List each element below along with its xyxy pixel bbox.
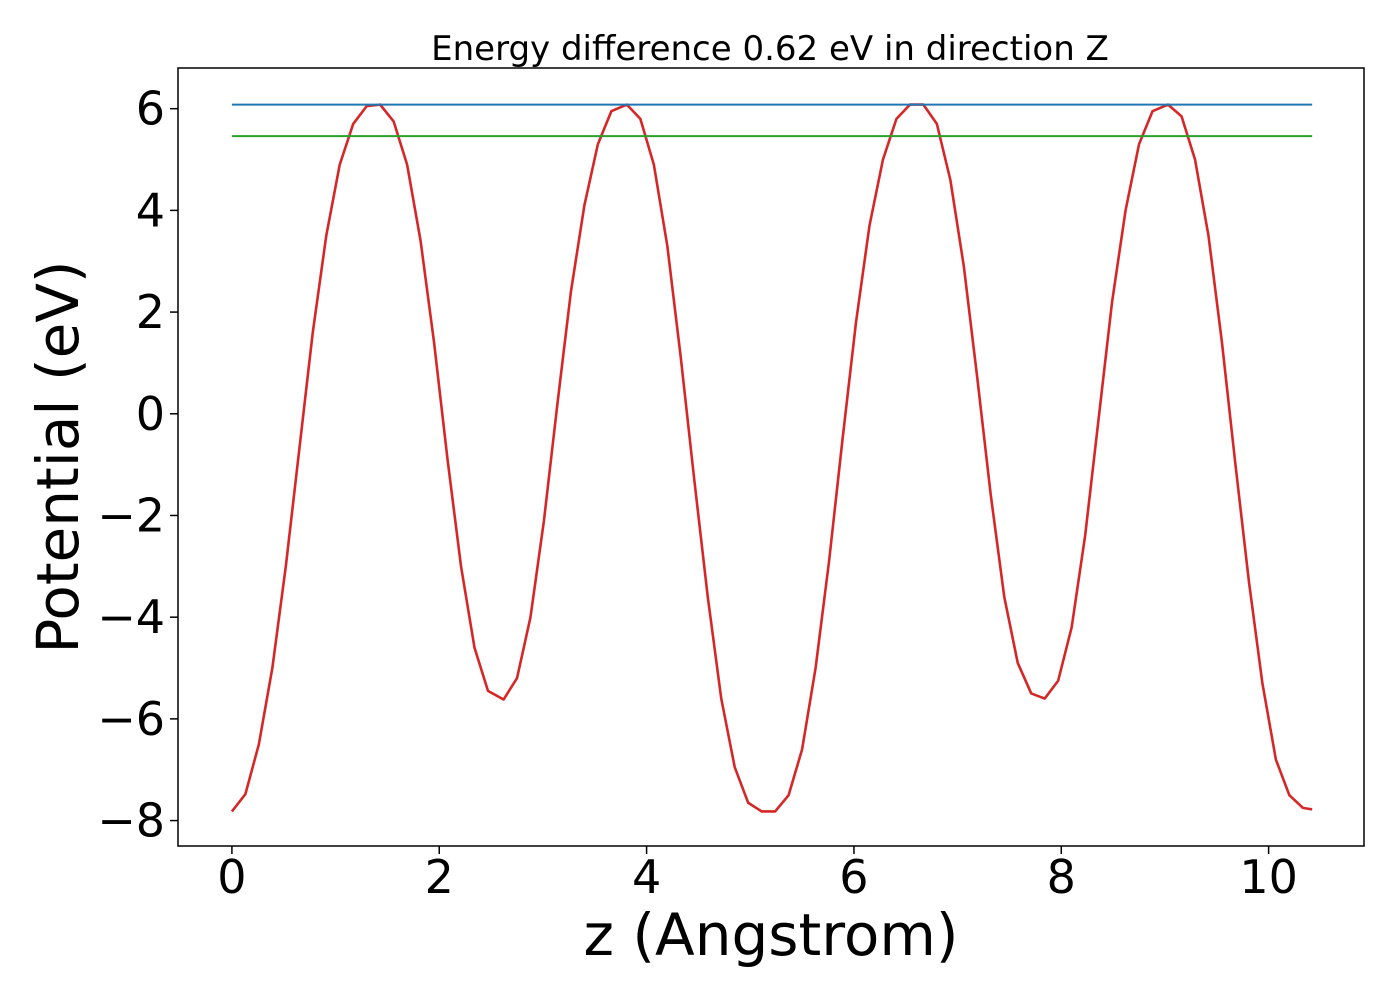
y-tick-label: −4 (97, 590, 165, 644)
y-axis-label: Potential (eV) (24, 260, 92, 653)
y-tick-label: −6 (97, 692, 165, 746)
potential-line-series (230, 103, 1313, 813)
chart-title: Energy difference 0.62 eV in direction Z (431, 29, 1109, 69)
y-tick-label: 2 (136, 285, 165, 339)
y-tick-label: −2 (97, 488, 165, 542)
y-tick-label: 0 (136, 387, 165, 441)
y-axis: −8 −6 −4 −2 0 2 4 6 (97, 82, 178, 848)
x-tick-label: 8 (1047, 850, 1076, 904)
series-layer (230, 103, 1313, 813)
x-tick-label: 6 (839, 850, 868, 904)
y-tick-label: 4 (136, 183, 165, 237)
y-tick-label: 6 (136, 82, 165, 136)
x-axis-label: z (Angstrom) (584, 901, 959, 969)
x-tick-label: 4 (632, 850, 661, 904)
y-tick-label: −8 (97, 794, 165, 848)
x-tick-label: 2 (425, 850, 454, 904)
x-tick-label: 10 (1239, 850, 1298, 904)
plot-frame (177, 67, 1365, 847)
x-tick-label: 0 (217, 850, 246, 904)
x-axis: 0 2 4 6 8 10 (217, 846, 1298, 904)
